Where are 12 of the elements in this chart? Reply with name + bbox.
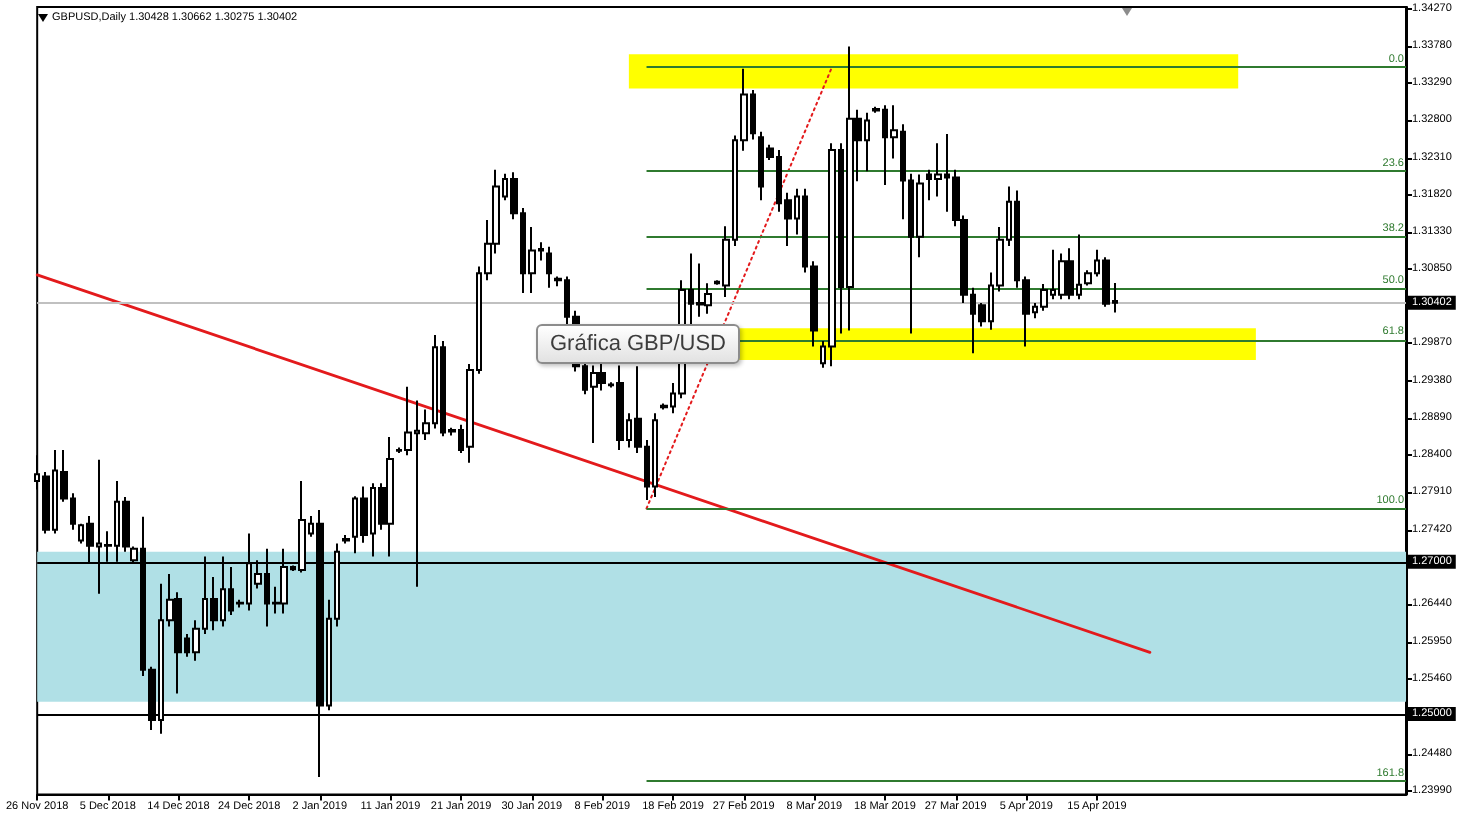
candlestick [846, 45, 854, 332]
candlestick [1102, 256, 1110, 308]
candlestick [342, 534, 350, 545]
candlestick [546, 245, 552, 289]
candlestick [616, 364, 624, 451]
candlestick [1058, 252, 1066, 301]
candlestick [696, 262, 704, 318]
annotation: Gráfica GBP/USD [536, 324, 740, 364]
candlestick [652, 412, 658, 499]
candlestick [590, 364, 598, 445]
candlestick [386, 435, 394, 558]
candlestick [828, 142, 836, 368]
